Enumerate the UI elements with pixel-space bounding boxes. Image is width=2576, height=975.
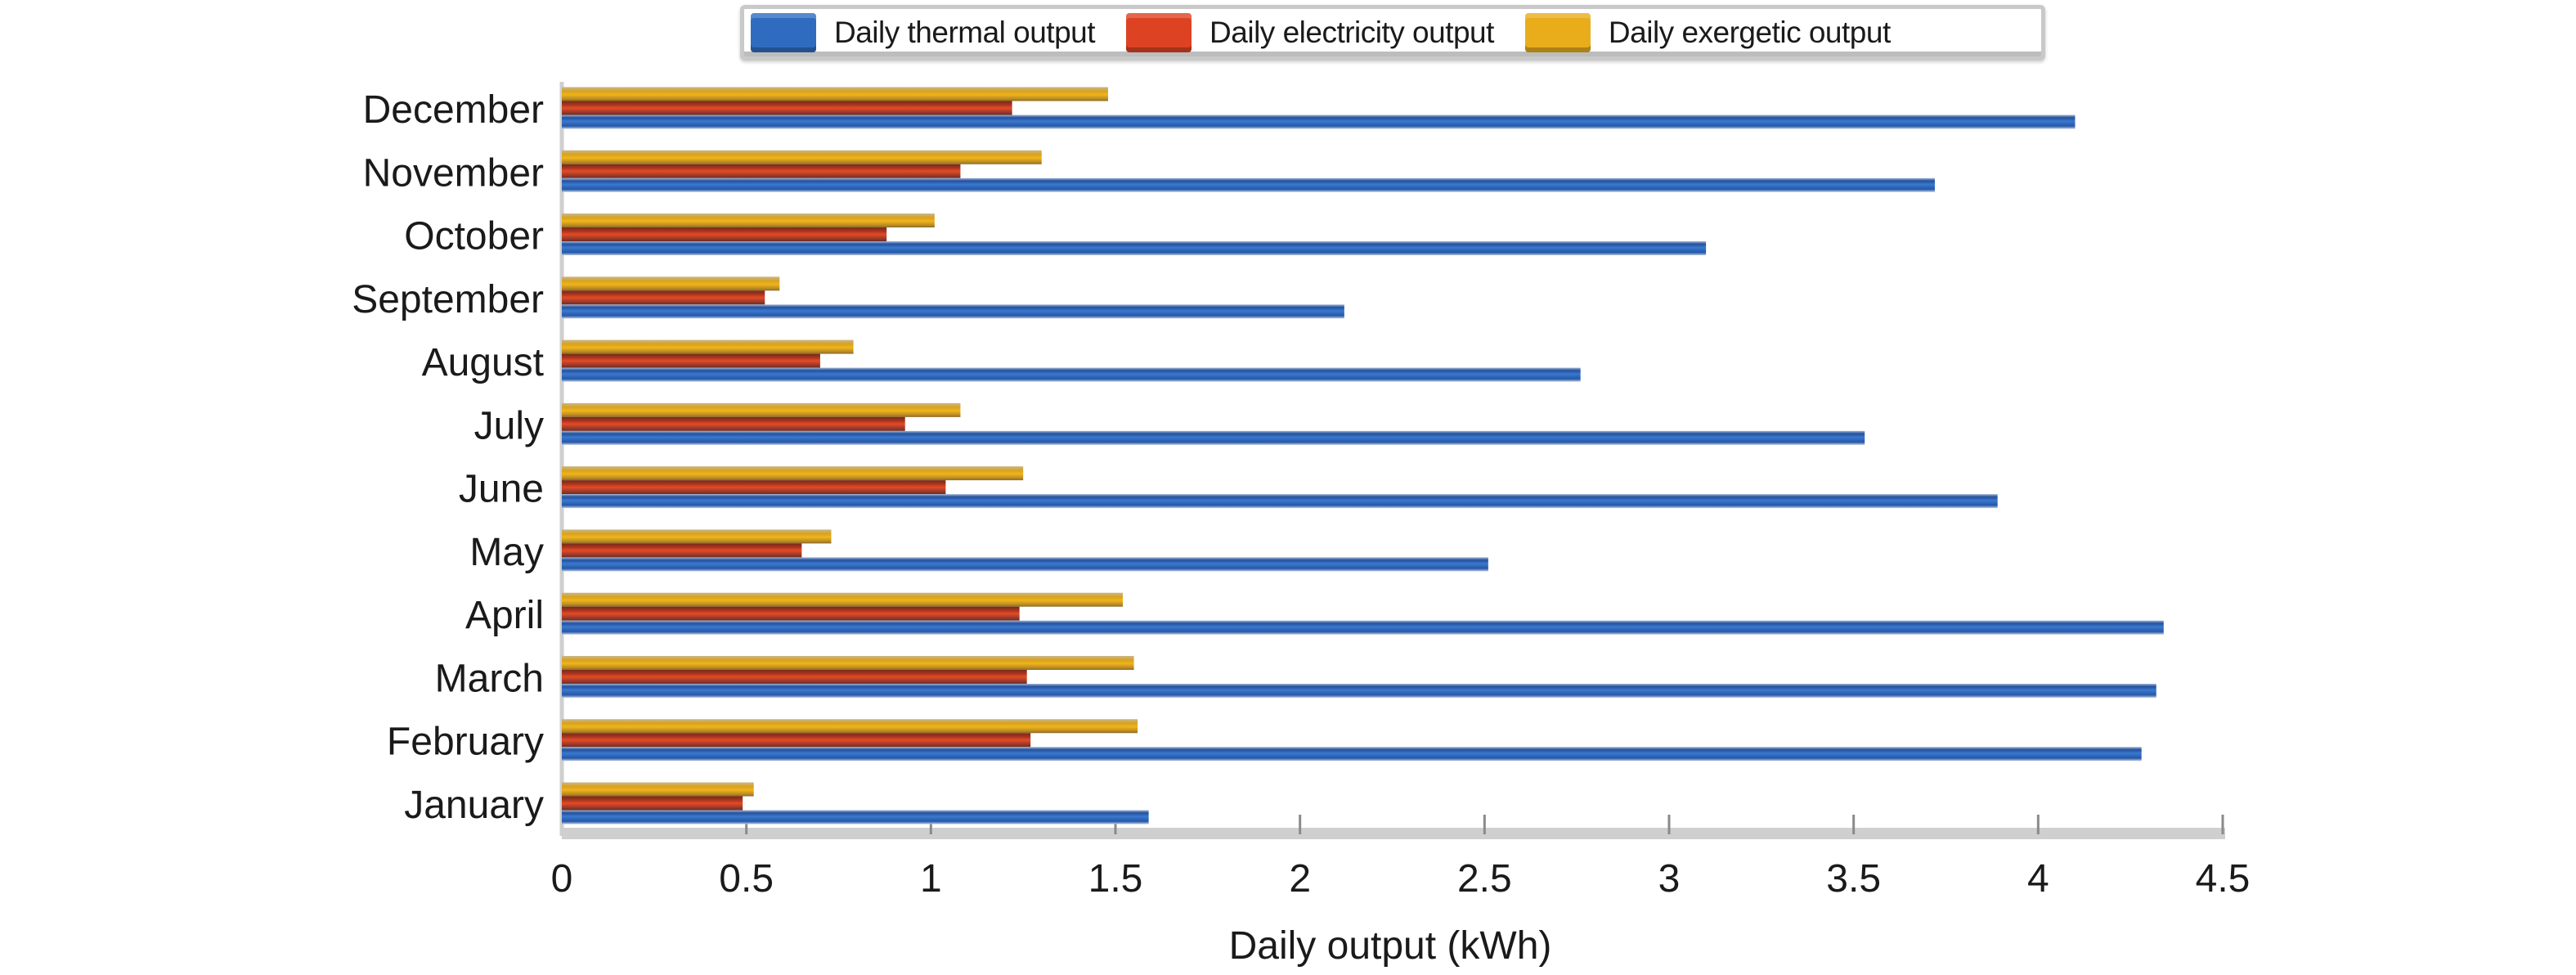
y-label-october: October: [404, 215, 544, 258]
x-tick-label: 2.5: [1457, 857, 1512, 901]
y-label-november: November: [363, 151, 544, 195]
x-axis-tick-labels: 0 0.5 1 1.5 2 2.5 3 3.5 4 4.5: [551, 857, 2251, 901]
legend-item-electricity: Daily electricity output: [1126, 13, 1494, 52]
bar-electricity-march: [562, 669, 1027, 684]
y-label-august: August: [422, 341, 544, 384]
bar-electricity-july: [562, 416, 905, 431]
bar-thermal-march: [562, 683, 2156, 698]
bar-electricity-september: [562, 290, 765, 305]
bar-thermal-april: [562, 620, 2164, 635]
bar-exergetic-april: [562, 592, 1124, 607]
legend-swatch-exergetic: [1524, 13, 1591, 52]
x-tick-label: 0.5: [719, 857, 774, 901]
x-tick-label: 1.5: [1088, 857, 1143, 901]
bar-exergetic-october: [562, 213, 935, 228]
bar-electricity-august: [562, 353, 820, 368]
bar-electricity-october: [562, 227, 887, 242]
y-label-march: March: [435, 657, 544, 700]
bar-exergetic-february: [562, 719, 1138, 734]
y-label-may: May: [469, 531, 544, 574]
bar-exergetic-november: [562, 150, 1042, 164]
legend-swatch-electricity: [1126, 13, 1192, 52]
bar-thermal-may: [562, 557, 1488, 572]
bar-electricity-june: [562, 480, 946, 495]
bar-thermal-july: [562, 430, 1865, 445]
legend-item-thermal: Daily thermal output: [751, 13, 1096, 52]
legend-label-thermal: Daily thermal output: [834, 16, 1096, 49]
y-label-april: April: [465, 594, 544, 637]
bar-electricity-january: [562, 796, 743, 811]
x-tick-label: 1: [920, 857, 942, 901]
bar-exergetic-august: [562, 339, 854, 354]
bar-electricity-november: [562, 164, 961, 178]
y-label-september: September: [352, 278, 544, 321]
bar-exergetic-january: [562, 782, 754, 797]
legend-swatch-thermal: [751, 13, 816, 52]
bar-exergetic-march: [562, 655, 1134, 670]
legend-item-exergetic: Daily exergetic output: [1524, 13, 1891, 52]
bar-exergetic-july: [562, 402, 961, 417]
y-label-july: July: [474, 404, 544, 447]
x-tick-label: 0: [551, 857, 573, 901]
bar-thermal-october: [562, 241, 1707, 256]
x-axis-line: [562, 828, 2225, 839]
y-label-february: February: [387, 721, 544, 764]
bar-exergetic-may: [562, 529, 832, 544]
chart-legend: Daily thermal output Daily electricity o…: [740, 5, 2045, 61]
y-label-january: January: [404, 784, 544, 827]
bar-thermal-february: [562, 747, 2142, 762]
bar-exergetic-june: [562, 466, 1024, 481]
y-label-june: June: [459, 468, 544, 511]
bars: [562, 87, 2164, 824]
x-tick-label: 4.5: [2196, 857, 2251, 901]
x-tick-label: 4: [2027, 857, 2049, 901]
bar-thermal-august: [562, 367, 1581, 382]
x-tick-label: 3.5: [1826, 857, 1881, 901]
x-tick-label: 3: [1658, 857, 1681, 901]
x-tick-label: 2: [1289, 857, 1311, 901]
bar-electricity-april: [562, 606, 1020, 621]
bar-exergetic-december: [562, 87, 1108, 101]
legend-label-exergetic: Daily exergetic output: [1608, 16, 1891, 49]
bar-exergetic-september: [562, 276, 780, 291]
y-axis-labels: January February March April May June July Augu…: [352, 88, 544, 827]
legend-label-electricity: Daily electricity output: [1209, 16, 1494, 49]
y-label-december: December: [363, 88, 544, 132]
bar-electricity-december: [562, 101, 1012, 115]
x-axis-title: Daily output (kWh): [1229, 924, 1552, 968]
bar-thermal-november: [562, 177, 1935, 192]
bar-thermal-january: [562, 810, 1149, 824]
bar-thermal-december: [562, 115, 2076, 129]
bar-thermal-september: [562, 304, 1344, 319]
bar-electricity-may: [562, 543, 802, 558]
bar-electricity-february: [562, 733, 1031, 748]
bar-thermal-june: [562, 494, 1998, 509]
